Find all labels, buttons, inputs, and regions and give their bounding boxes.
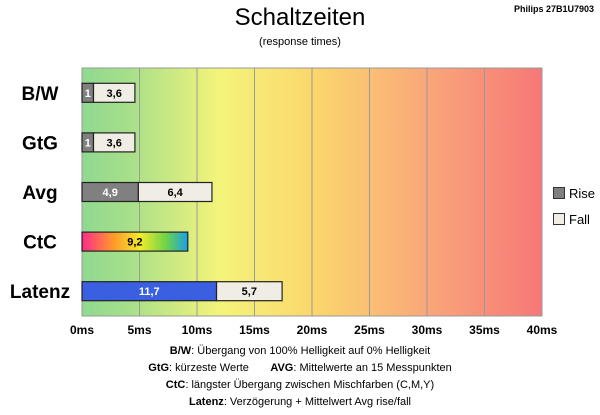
category-label: GtG	[22, 133, 58, 154]
fall-value-label: 3,6	[107, 137, 122, 149]
ctc-bar	[81, 231, 189, 252]
legend: Rise Fall	[553, 180, 595, 232]
fall-bar	[92, 132, 136, 153]
notes: B/W: Übergang von 100% Helligkeit auf 0%…	[0, 343, 600, 411]
fall-swatch	[553, 213, 565, 225]
x-tick-label: 25ms	[354, 323, 385, 337]
response-time-chart: 1 3,6 1 3,6 4,9 6,4 9,2 11,7 5,7 0ms 5ms 10ms 15ms 2…	[10, 67, 558, 337]
chart-title: Schaltzeiten	[234, 4, 366, 31]
category-label: Latenz	[10, 282, 70, 303]
fall-bar	[137, 181, 213, 203]
rise-value-label: 1	[85, 88, 91, 100]
x-tick-label: 0ms	[70, 323, 94, 337]
x-tick-label: 10ms	[182, 323, 213, 337]
rise-value-label: 4,9	[103, 187, 118, 199]
legend-item-rise: Rise	[553, 180, 595, 206]
x-tick-label: 35ms	[469, 323, 500, 337]
note-ctc: CtC: längster Übergang zwischen Mischfar…	[165, 379, 435, 391]
legend-rise-label: Rise	[569, 185, 596, 201]
legend-item-fall: Fall	[553, 206, 595, 232]
category-label: CtC	[23, 233, 57, 254]
chart-subtitle: (response times)	[259, 36, 341, 48]
fall-value-label: 3,6	[107, 88, 122, 100]
x-tick-label: 5ms	[127, 323, 151, 337]
rise-swatch	[553, 187, 565, 199]
category-label: Avg	[22, 183, 57, 204]
ctc-value-label: 9,2	[127, 237, 142, 249]
fall-value-label: 5,7	[242, 286, 257, 298]
note-gtg-avg: GtG: kürzeste Werte AVG: Mittelwerte an …	[148, 362, 452, 374]
x-tick-label: 30ms	[412, 323, 443, 337]
category-label: B/W	[22, 84, 59, 105]
legend-fall-label: Fall	[569, 211, 590, 227]
fall-bar	[215, 281, 283, 302]
rise-value-label: 1	[85, 137, 91, 149]
note-latenz: Latenz: Verzögerung + Mittelwert Avg ris…	[188, 396, 412, 408]
fall-bar	[92, 82, 136, 103]
rise-value-label: 11,7	[139, 286, 160, 298]
note-bw: B/W: Übergang von 100% Helligkeit auf 0%…	[169, 345, 431, 357]
x-tick-label: 15ms	[239, 323, 270, 337]
fall-value-label: 6,4	[168, 187, 184, 199]
monitor-model: Philips 27B1U7903	[513, 4, 594, 14]
x-tick-label: 20ms	[297, 323, 328, 337]
x-tick-label: 40ms	[527, 323, 558, 337]
